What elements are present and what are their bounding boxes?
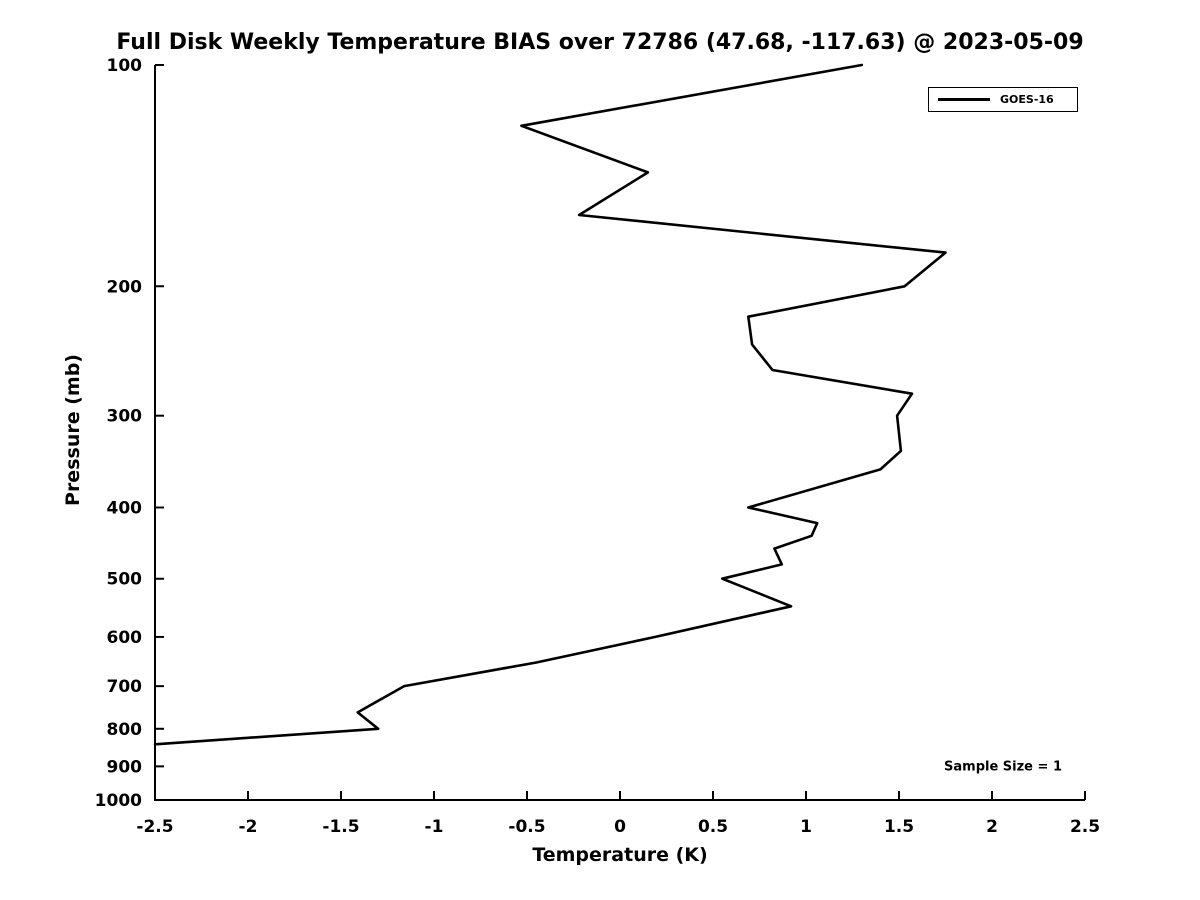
x-tick-label: -1 — [425, 817, 444, 837]
chart-title: Full Disk Weekly Temperature BIAS over 7… — [116, 30, 1084, 55]
x-tick-label: -2 — [239, 817, 258, 837]
y-axis: 100 200 300 400 500 600 700 800 900 1000 — [95, 56, 164, 811]
y-tick-label: 900 — [107, 757, 143, 777]
y-tick-label: 700 — [107, 677, 143, 697]
x-tick-label: -2.5 — [136, 817, 173, 837]
y-tick-label: 500 — [107, 570, 143, 590]
axes-spines — [154, 65, 1085, 801]
legend-box: GOES-16 — [928, 87, 1078, 112]
y-tick-label: 1000 — [95, 791, 142, 811]
y-axis-label: Pressure (mb) — [62, 354, 84, 506]
x-tick-label: 2 — [986, 817, 998, 837]
x-tick-label: 0 — [614, 817, 626, 837]
x-tick-label: -1.5 — [322, 817, 359, 837]
x-tick-label: 1.5 — [884, 817, 914, 837]
legend-line-sample — [938, 98, 990, 101]
sample-size-annotation: Sample Size = 1 — [944, 759, 1062, 775]
x-tick-label: -0.5 — [508, 817, 545, 837]
x-tick-label: 1 — [800, 817, 812, 837]
y-tick-label: 300 — [107, 407, 143, 427]
y-tick-label: 200 — [107, 277, 143, 297]
legend-label: GOES-16 — [1000, 93, 1054, 106]
y-tick-label: 400 — [107, 499, 143, 519]
y-tick-label: 800 — [107, 720, 143, 740]
x-tick-label: 2.5 — [1070, 817, 1100, 837]
x-axis-label: Temperature (K) — [532, 844, 708, 866]
x-tick-label: 0.5 — [698, 817, 728, 837]
y-tick-label: 100 — [107, 56, 143, 76]
x-axis: -2.5 -2 -1.5 -1 -0.5 0 0.5 1 1.5 2 2.5 — [136, 791, 1100, 837]
data-line-goes-16 — [153, 63, 947, 746]
y-tick-label: 600 — [107, 628, 143, 648]
